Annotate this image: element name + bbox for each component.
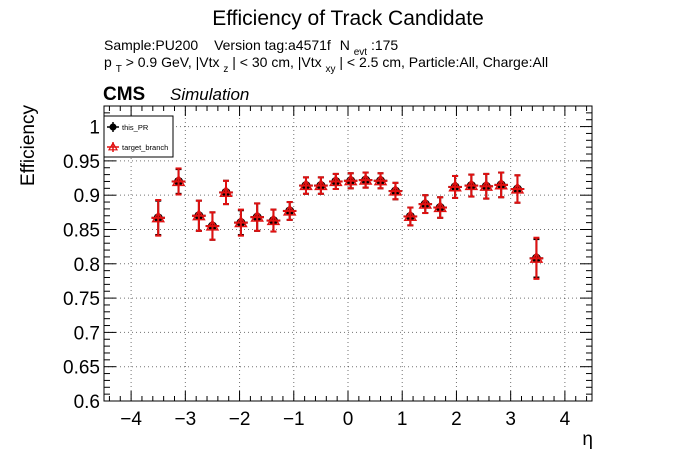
y-tick-label: 0.7 [74, 323, 100, 344]
data-point [448, 179, 462, 192]
data-point [328, 174, 343, 187]
data-point [494, 177, 508, 190]
data-point [171, 174, 186, 187]
data-point [479, 179, 494, 191]
y-axis-title: Efficiency [18, 105, 39, 186]
y-tick-label: 0.8 [74, 255, 100, 276]
x-tick-label: 0 [343, 409, 354, 430]
axes-layer: −4 −3 −2 −1 0 1 2 3 4 0.6 0.65 0.7 0.75 0.8 0.85 0.9 0.9… [63, 105, 593, 430]
data-point [418, 197, 433, 209]
cms-label: CMS [103, 84, 145, 105]
vtx-sub-xy: xy [326, 64, 336, 75]
y-tick-label: 0.85 [63, 220, 100, 241]
data-point [219, 185, 233, 198]
data-point [234, 215, 248, 228]
pt-label: p [104, 54, 112, 70]
grid-layer [104, 106, 592, 402]
y-tick-label: 0.95 [63, 152, 100, 173]
x-tick-label: 4 [560, 409, 571, 430]
data-point [205, 219, 220, 231]
info-line-sample: Sample:PU200 Version tag:a4571f N evt :1… [104, 37, 398, 58]
nevt-value: :175 [371, 37, 398, 53]
x-axis-title: η [582, 429, 593, 450]
y-tick-label: 0.6 [74, 392, 100, 413]
nevt-label: N [340, 37, 350, 53]
data-point [464, 178, 479, 191]
y-tick-label: 1 [89, 118, 100, 139]
data-point [510, 182, 525, 194]
y-tick-label: 0.9 [74, 186, 100, 207]
cut-seg3: | < 2.5 cm, Particle:All, Charge:All [339, 54, 548, 70]
data-point [299, 178, 313, 191]
nevt-sub: evt [354, 47, 368, 58]
data-point [388, 184, 403, 196]
legend-label: target_branch [122, 143, 168, 152]
data-point [358, 173, 373, 185]
x-tick-label: 1 [397, 409, 408, 430]
legend-items: this_PR target_branch [107, 122, 168, 152]
data-point [529, 251, 544, 263]
legend: this_PR target_branch [103, 115, 174, 158]
data-point [282, 203, 297, 216]
y-tick-label: 0.65 [63, 358, 100, 379]
data-point [343, 173, 358, 186]
x-tick-label: −2 [229, 409, 251, 430]
cut-seg2: | < 30 cm, |Vtx [232, 54, 321, 70]
vtx-sub-z: z [223, 64, 228, 75]
version-label: Version tag:a4571f [214, 37, 331, 53]
sample-label: Sample:PU200 [104, 37, 198, 53]
x-tick-label: −1 [283, 409, 305, 430]
y-tick-label: 0.75 [63, 289, 100, 310]
x-tick-label: −4 [120, 409, 142, 430]
chart-title: Efficiency of Track Candidate [212, 7, 484, 30]
data-point [403, 209, 418, 222]
legend-marker [107, 141, 119, 151]
cut-seg1: > 0.9 GeV, |Vtx [126, 54, 220, 70]
x-tick-label: 3 [505, 409, 516, 430]
data-point [433, 200, 447, 213]
x-tick-label: 2 [451, 409, 462, 430]
data-point [266, 213, 281, 226]
series-target_branch [151, 167, 544, 280]
data-point [192, 208, 206, 221]
legend-label: this_PR [122, 123, 149, 132]
pt-sub: T [116, 64, 122, 75]
legend-marker [109, 123, 117, 131]
data-point [314, 178, 328, 191]
data-layer [151, 167, 544, 280]
data-point [250, 210, 264, 222]
x-tick-label: −3 [174, 409, 196, 430]
cms-extra-label: Simulation [170, 85, 249, 104]
data-point [373, 173, 388, 186]
info-line-cuts: p T > 0.9 GeV, |Vtx z | < 30 cm, |Vtx xy… [104, 54, 548, 75]
data-point [151, 210, 166, 223]
